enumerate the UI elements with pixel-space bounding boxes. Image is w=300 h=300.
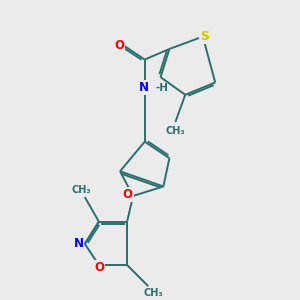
Text: O: O	[114, 39, 124, 52]
Text: CH₃: CH₃	[71, 185, 91, 195]
Text: CH₃: CH₃	[166, 126, 185, 136]
Text: N: N	[139, 81, 149, 94]
Text: -H: -H	[156, 83, 169, 93]
Text: N: N	[74, 237, 83, 250]
Text: CH₃: CH₃	[144, 287, 163, 298]
Text: S: S	[200, 30, 209, 43]
Text: O: O	[123, 188, 133, 201]
Text: O: O	[94, 261, 104, 274]
